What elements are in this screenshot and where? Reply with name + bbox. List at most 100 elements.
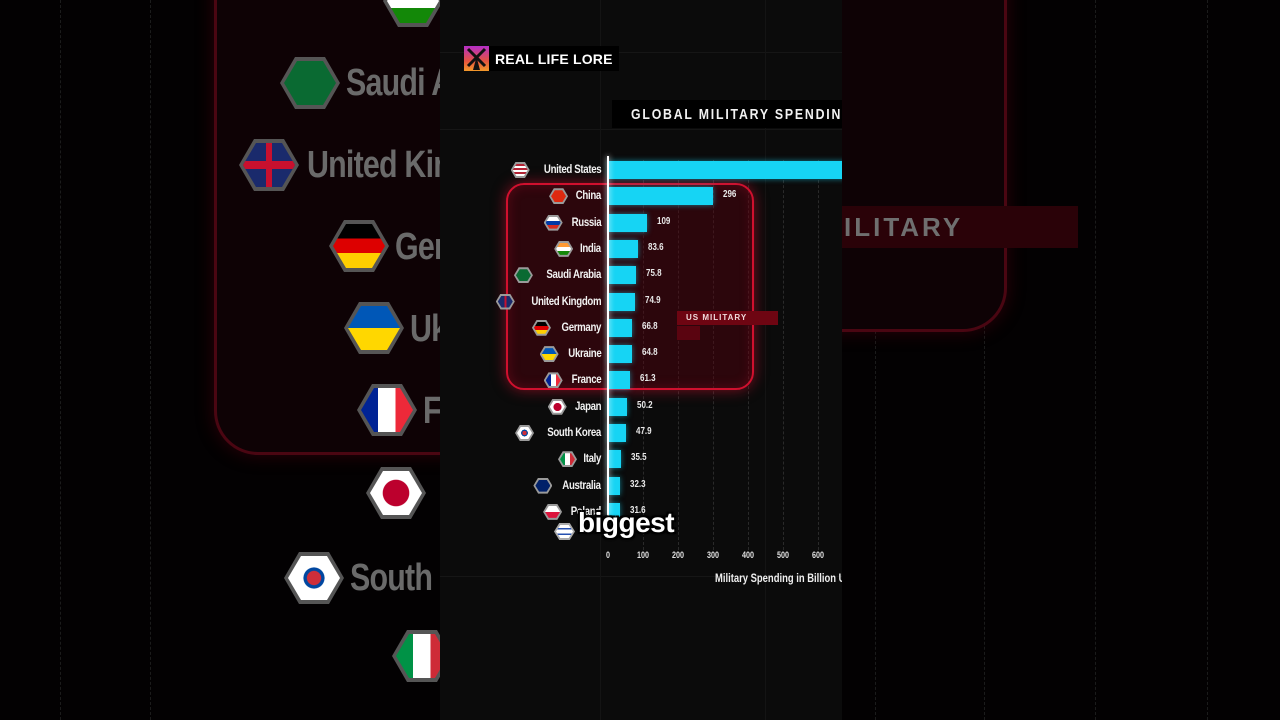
country-name: Ukraine [567, 348, 601, 361]
bar [609, 292, 636, 311]
brand-watermark: REAL LIFE LORE [464, 46, 619, 71]
chart-title-box: GLOBAL MILITARY SPENDIN [612, 100, 842, 128]
value-label: 109 [657, 215, 671, 227]
x-tick-label: 600 [811, 550, 825, 560]
bar [609, 424, 626, 442]
value-label: 32.3 [630, 478, 646, 490]
india-flag-icon [554, 240, 574, 257]
row-label: India [554, 239, 601, 259]
bg-label-germany: Ger [395, 226, 440, 268]
south-korea-flag-icon [515, 425, 535, 441]
bg-label-france: F [423, 390, 440, 432]
bar-row-russia: Russia 109 [440, 213, 842, 233]
subtitle-caption: biggest [578, 507, 675, 538]
country-name: India [580, 242, 601, 255]
row-label: United States [510, 160, 602, 180]
brand-name: REAL LIFE LORE [495, 50, 613, 67]
country-name: Saudi Arabia [546, 269, 601, 282]
chart-panel: REAL LIFE LORE GLOBAL MILITARY SPENDIN U… [440, 0, 842, 720]
uk-flag-icon [239, 139, 299, 191]
china-flag-icon [549, 188, 569, 205]
row-label: Australia [533, 476, 601, 496]
background-left-blur: Saudi A United Kin Ger Uk F South [0, 0, 440, 720]
row-label: Saudi Arabia [513, 265, 601, 285]
x-tick-label: 0 [605, 550, 611, 560]
japan-flag-icon [547, 398, 567, 415]
bg-label-saudi: Saudi A [346, 62, 440, 104]
x-tick-label: 100 [636, 550, 650, 560]
poland-flag-icon [543, 503, 563, 520]
japan-flag-icon [366, 467, 426, 519]
italy-flag-icon [392, 630, 440, 682]
bar-row-poland: Poland 31.6 [440, 502, 842, 522]
row-label: Ukraine [539, 344, 601, 364]
bar-row-saudi-arabia: Saudi Arabia 75.8 [440, 265, 842, 285]
russia-flag-icon [543, 214, 563, 231]
bar-row-united-states: United States [440, 160, 842, 180]
bg-label-ukraine: Uk [410, 308, 440, 350]
bar [609, 371, 631, 390]
value-label: 64.8 [641, 347, 658, 359]
country-name: Germany [561, 321, 601, 334]
south-korea-flag-icon [284, 552, 344, 604]
italy-flag-icon [557, 451, 577, 468]
row-label: United Kingdom [495, 292, 601, 312]
bar [609, 397, 627, 416]
country-name: Italy [583, 453, 601, 466]
background-highlight-frame-right [842, 0, 1007, 332]
value-label: 50.2 [636, 399, 653, 411]
country-name: Japan [574, 400, 602, 413]
x-axis-label: Military Spending in Billion U [715, 573, 842, 585]
bar [609, 345, 632, 364]
x-tick-label: 400 [741, 550, 755, 560]
row-label: Japan [547, 397, 602, 417]
bar-row-australia: Australia 32.3 [440, 476, 842, 496]
israel-flag-icon [554, 523, 575, 540]
bar-row-south-korea: South Korea 47.9 [440, 423, 842, 443]
y-axis-line [607, 156, 609, 516]
bg-label-south-korea: South [350, 557, 433, 599]
row-label: Germany [531, 318, 601, 338]
country-name: United States [543, 164, 602, 176]
value-label: 83.6 [648, 241, 664, 253]
bar-row-japan: Japan 50.2 [440, 397, 842, 417]
bar [609, 213, 648, 232]
country-name: Russia [571, 216, 601, 229]
france-flag-icon [543, 372, 563, 389]
country-name: South Korea [547, 427, 601, 439]
us-military-bar-stub [677, 326, 700, 340]
row-label: Poland [543, 502, 601, 522]
country-name: France [571, 374, 601, 387]
bg-label-uk: United Kin [307, 144, 440, 186]
x-tick-label: 300 [706, 550, 720, 560]
bar [609, 502, 621, 521]
value-label: 66.8 [642, 320, 658, 332]
value-label: 47.9 [635, 426, 652, 437]
country-name: United Kingdom [531, 295, 601, 308]
saudi-arabia-flag-icon [513, 267, 533, 284]
bg-label-military: ILITARY [842, 206, 1078, 248]
bar [609, 161, 842, 179]
bar [609, 476, 621, 495]
germany-flag-icon [531, 319, 551, 336]
row-label: South Korea [515, 423, 601, 443]
value-label: 74.9 [645, 294, 661, 306]
chart-title: GLOBAL MILITARY SPENDIN [631, 106, 842, 123]
value-label: 296 [722, 189, 736, 201]
bar-row-ukraine: Ukraine 64.8 [440, 344, 842, 364]
x-tick-label: 500 [776, 550, 790, 560]
united-states-flag-icon [510, 162, 530, 178]
bar [609, 450, 622, 469]
united-kingdom-flag-icon [495, 293, 515, 310]
row-label: China [549, 186, 601, 206]
bar-row-france: France 61.3 [440, 370, 842, 390]
ukraine-flag-icon [539, 346, 559, 363]
x-tick-label: 200 [671, 550, 685, 560]
background-right-blur: ILITARY [842, 0, 1280, 720]
country-name: Australia [562, 479, 602, 492]
bar-row-china: China 296 [440, 186, 842, 206]
us-military-label: US MILITARY [677, 311, 778, 325]
bar [609, 266, 636, 285]
country-name: Poland [570, 505, 602, 518]
bar-row-germany: Germany 66.8 [440, 318, 842, 338]
